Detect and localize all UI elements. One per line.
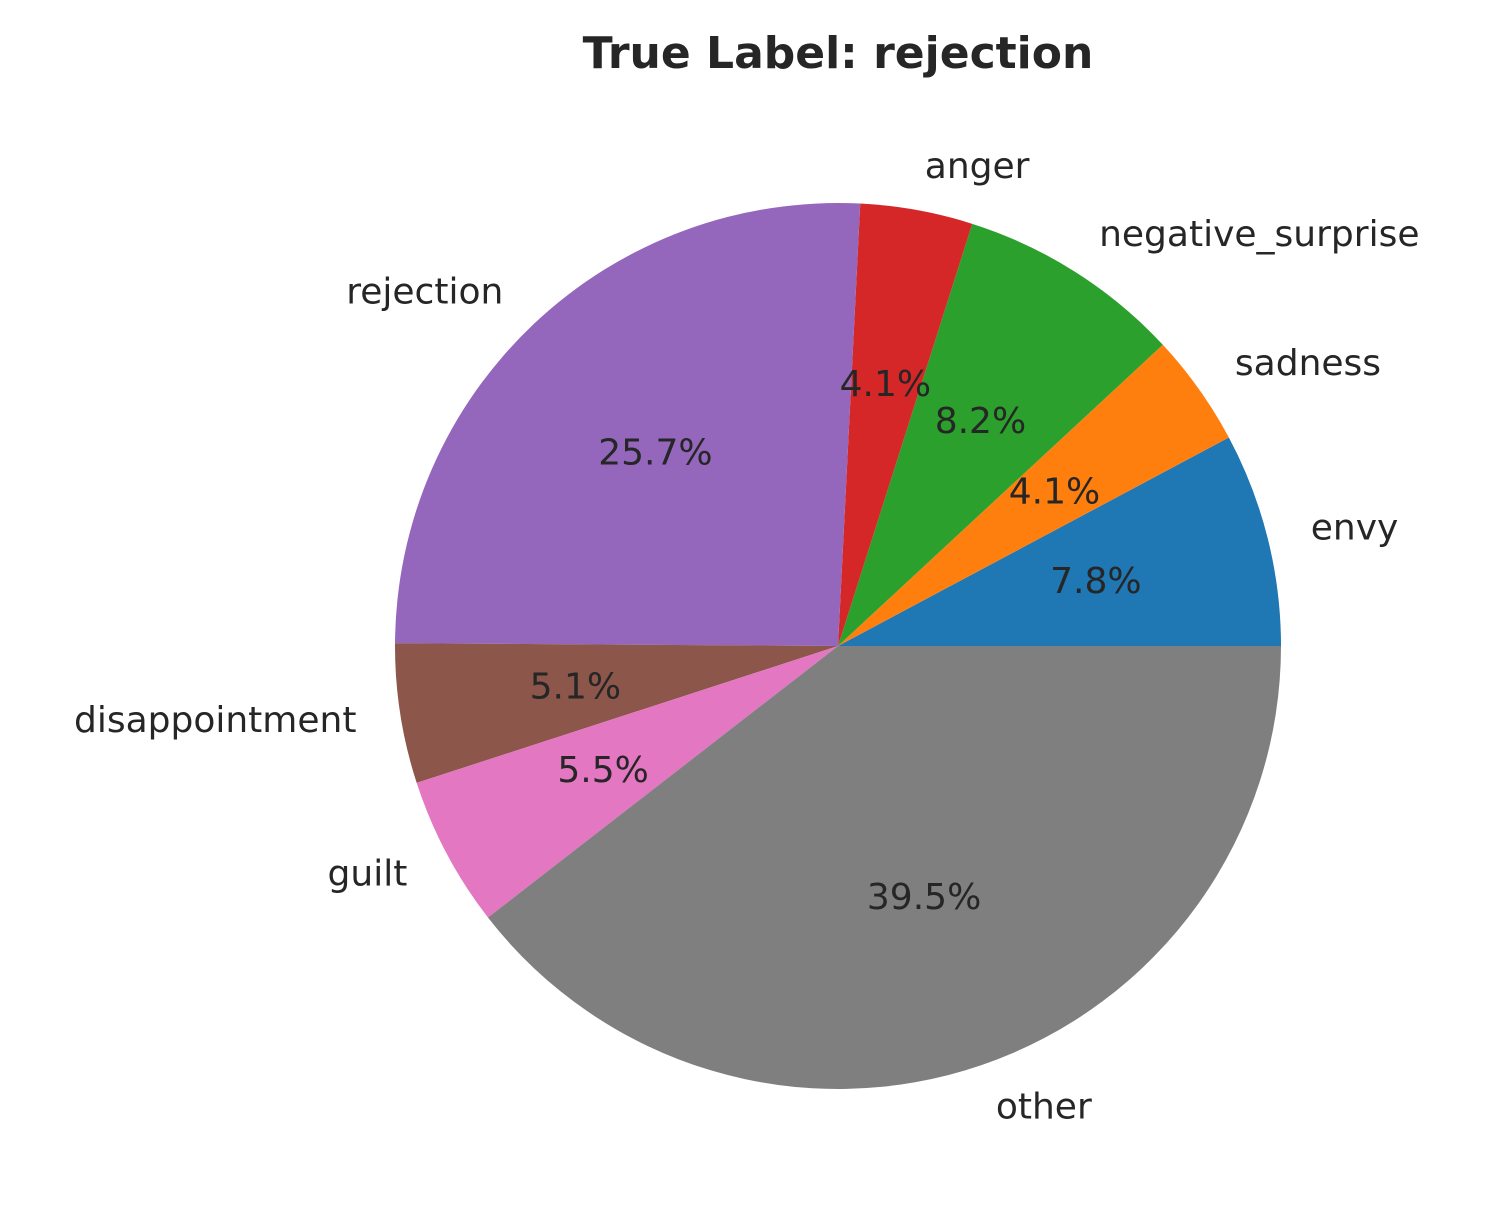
pie-slices: [395, 202, 1282, 1089]
slice-label-rejection: rejection: [346, 271, 503, 312]
slice-label-negative-surprise: negative_surprise: [1099, 214, 1419, 255]
slice-label-envy: envy: [1311, 507, 1399, 548]
slice-label-sadness: sadness: [1235, 343, 1381, 384]
pct-label-anger: 4.1%: [840, 364, 931, 405]
pct-label-guilt: 5.5%: [557, 750, 648, 791]
pct-label-disappointment: 5.1%: [530, 666, 621, 707]
pie-slice-sadness: [838, 344, 1229, 646]
pie-slice-disappointment: [395, 643, 838, 783]
pct-label-envy: 7.8%: [1050, 561, 1141, 602]
pie-slice-negative-surprise: [838, 223, 1163, 647]
pct-label-rejection: 25.7%: [598, 432, 712, 473]
pie-slice-guilt: [416, 646, 838, 918]
percent-labels: 7.8%4.1%8.2%4.1%25.7%5.1%5.5%39.5%: [530, 364, 1142, 918]
pct-label-sadness: 4.1%: [1009, 471, 1100, 512]
pie-slice-envy: [838, 437, 1281, 646]
pie-slice-rejection: [395, 202, 861, 646]
pct-label-other: 39.5%: [867, 877, 981, 918]
pct-label-negative-surprise: 8.2%: [935, 401, 1026, 442]
slice-labels: envy sadness negative_surprise anger rejecti…: [74, 146, 1420, 1128]
pie-slice-other: [487, 646, 1282, 1089]
pie-slice-anger: [838, 203, 973, 647]
slice-label-disappointment: disappointment: [74, 700, 356, 741]
chart-title: True Label: rejection: [583, 28, 1094, 79]
slice-label-anger: anger: [925, 146, 1030, 187]
slice-label-other: other: [996, 1087, 1092, 1128]
slice-label-guilt: guilt: [328, 854, 408, 895]
